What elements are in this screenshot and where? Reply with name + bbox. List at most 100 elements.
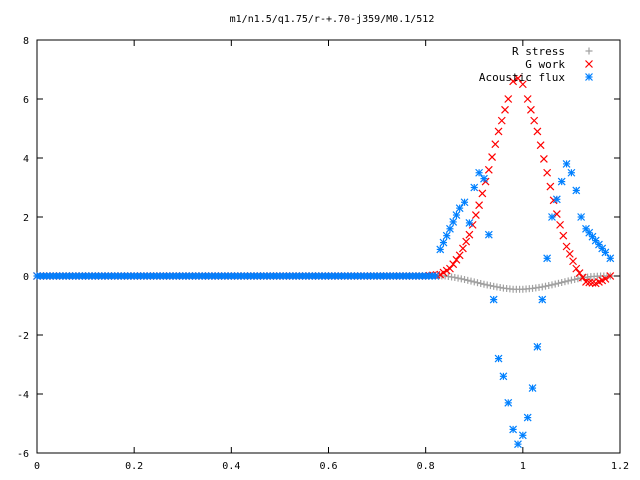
- data-point-fill: [442, 231, 451, 240]
- data-point: [484, 165, 493, 174]
- data-point-fill: [588, 278, 597, 287]
- data-point-fill: [473, 279, 481, 287]
- data-point-fill-d2: [565, 249, 574, 258]
- data-point-fill: [554, 279, 562, 287]
- data-point-d2: [475, 201, 484, 210]
- data-point-d2: [446, 224, 454, 233]
- data-point: [582, 224, 590, 233]
- data-point: [499, 372, 508, 381]
- data-point-fill: [542, 282, 550, 290]
- data-point: [558, 278, 566, 286]
- data-point-d2: [606, 272, 615, 280]
- data-point: [509, 425, 518, 434]
- data-point: [557, 177, 566, 186]
- legend-marker-d2: [585, 60, 593, 68]
- data-point: [446, 224, 454, 233]
- data-point-d2: [523, 413, 532, 422]
- data-point-fill: [546, 182, 555, 191]
- y-tick-label: -4: [17, 390, 29, 401]
- data-point-fill: [574, 275, 582, 283]
- data-point: [528, 384, 537, 393]
- data-point-fill: [556, 220, 565, 229]
- data-point-fill: [501, 105, 509, 114]
- data-point: [533, 342, 542, 351]
- legend-label: Acoustic flux: [479, 71, 565, 84]
- data-point-fill-d2: [556, 220, 565, 229]
- data-point-d2: [504, 95, 513, 103]
- data-point-d2: [543, 168, 552, 177]
- data-point-d2: [518, 80, 527, 89]
- data-point: [606, 272, 615, 280]
- y-tick-label: -6: [17, 449, 29, 460]
- data-point-fill-d2: [539, 155, 548, 163]
- data-point: [552, 195, 561, 204]
- data-point-fill-d2: [481, 177, 490, 186]
- data-point-fill: [458, 244, 467, 253]
- data-point: [523, 95, 532, 103]
- y-tick-label: 2: [23, 213, 29, 224]
- legend-label: R stress: [512, 45, 565, 58]
- data-point-fill: [561, 278, 569, 286]
- x-tick-label: 0.6: [319, 461, 337, 472]
- data-point-fill-d2: [559, 231, 568, 240]
- data-point-d2: [601, 275, 610, 283]
- data-point: [543, 168, 552, 177]
- legend-marker: [585, 73, 593, 81]
- data-point-fill-d2: [595, 240, 603, 249]
- data-point-d2: [533, 127, 542, 136]
- data-point-d2: [557, 177, 566, 186]
- data-point-fill-d2: [546, 182, 555, 191]
- data-point-fill: [559, 231, 568, 240]
- data-point-fill-d2: [501, 105, 509, 114]
- data-point: [601, 248, 610, 257]
- marks: [33, 74, 615, 449]
- data-point: [552, 210, 561, 218]
- data-point-d2: [514, 440, 522, 449]
- data-point: [455, 251, 464, 260]
- data-point: [461, 276, 469, 284]
- data-point-d2: [577, 213, 586, 221]
- data-point: [606, 254, 615, 263]
- data-point-d2: [591, 236, 600, 245]
- data-point: [460, 198, 469, 207]
- data-point-d2: [523, 95, 532, 103]
- data-point-fill-d2: [442, 231, 451, 240]
- data-point-fill-d2: [452, 211, 461, 219]
- data-point-fill: [527, 105, 535, 114]
- data-point-d2: [543, 254, 552, 263]
- data-point-fill: [486, 282, 494, 290]
- data-point-d2: [552, 210, 561, 218]
- data-point-fill: [585, 278, 594, 287]
- data-point-fill: [488, 153, 496, 161]
- data-point-fill: [575, 269, 584, 277]
- data-point-d2: [465, 230, 474, 239]
- data-point-d2: [499, 372, 508, 381]
- data-point-d2: [548, 213, 556, 221]
- data-point-d2: [528, 384, 537, 393]
- data-point: [548, 213, 556, 221]
- data-point-d2: [538, 295, 547, 304]
- data-point: [446, 264, 454, 273]
- data-point-fill-d2: [449, 217, 458, 226]
- data-point: [577, 213, 586, 221]
- data-point-d2: [572, 264, 581, 273]
- data-point-fill: [452, 211, 461, 219]
- data-point-d2: [518, 431, 527, 440]
- data-point-fill: [497, 116, 506, 125]
- legend-label: G work: [525, 58, 565, 71]
- data-point-d2: [494, 127, 503, 136]
- data-point: [480, 280, 488, 288]
- data-point: [538, 295, 547, 304]
- data-point: [518, 431, 527, 440]
- data-point: [436, 245, 445, 254]
- data-point: [567, 168, 576, 177]
- y-tick-label: -2: [17, 331, 29, 342]
- data-point-d2: [460, 198, 469, 207]
- x-tick-label: 0: [34, 461, 40, 472]
- data-point: [489, 295, 498, 304]
- data-point-d2: [431, 272, 440, 280]
- data-point-d2: [572, 186, 581, 195]
- data-point-fill-d2: [527, 105, 535, 114]
